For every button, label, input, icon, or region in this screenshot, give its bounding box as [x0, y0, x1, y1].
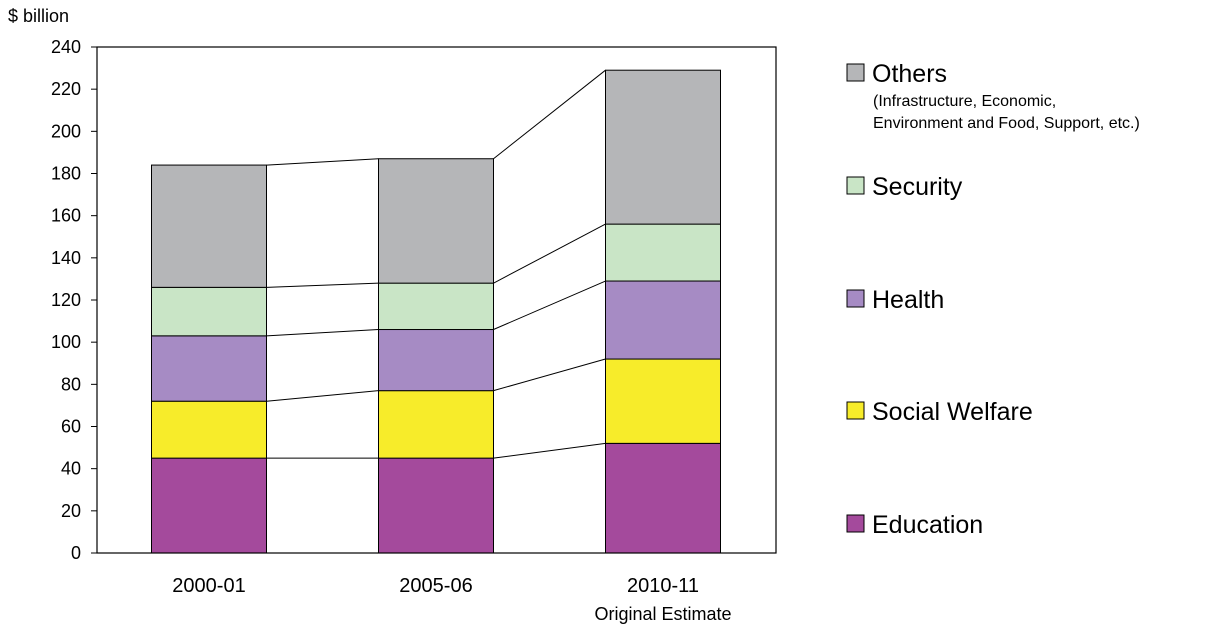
x-category-sublabel: Original Estimate: [594, 604, 731, 624]
x-category-label: 2000-01: [172, 575, 245, 597]
legend-swatch-education: [846, 514, 865, 533]
y-tick-label: 120: [51, 290, 81, 310]
y-axis-unit-label: $ billion: [8, 6, 69, 26]
x-axis: 2000-01 2005-06 2010-11 Original Estimate: [172, 575, 731, 624]
bar-segment-health: [378, 329, 494, 392]
y-tick-label: 160: [51, 206, 81, 226]
legend-label-health: Health: [872, 286, 944, 314]
y-tick-label: 180: [51, 164, 81, 184]
x-category-label: 2010-11: [627, 575, 699, 597]
bar-segment-health: [605, 280, 721, 360]
legend-swatch-security: [846, 176, 865, 195]
legend-label-others: Others: [872, 60, 947, 88]
bar-segment-social-welfare: [605, 358, 721, 444]
y-tick-label: 100: [51, 332, 81, 352]
legend: Others (Infrastructure, Economic, Environm…: [846, 60, 1140, 539]
bar-segment-security: [605, 223, 721, 282]
connector-lines: [266, 69, 606, 459]
legend-note-others: (Infrastructure, Economic,: [873, 93, 1056, 110]
y-tick-label: 20: [61, 501, 81, 521]
bar-segment-others: [151, 164, 267, 288]
connector-line: [493, 223, 606, 284]
legend-swatch-social-welfare: [846, 401, 865, 420]
bar-segment-others: [605, 69, 721, 225]
bar-segment-security: [151, 286, 267, 337]
legend-label-education: Education: [872, 511, 983, 539]
connector-line: [266, 282, 379, 288]
y-tick-label: 200: [51, 121, 81, 141]
connector-line: [266, 390, 379, 402]
connector-line: [266, 158, 379, 166]
bar-segment-social-welfare: [378, 390, 494, 459]
bars-group: [151, 69, 721, 554]
bar-segment-others: [378, 158, 494, 284]
legend-label-security: Security: [872, 173, 963, 201]
y-tick-label: 60: [61, 417, 81, 437]
x-category-label: 2005-06: [399, 575, 472, 597]
legend-swatch-health: [846, 289, 865, 308]
y-tick-label: 220: [51, 79, 81, 99]
connector-line: [493, 358, 606, 392]
y-tick-label: 240: [51, 37, 81, 57]
connector-line: [266, 329, 379, 337]
bar-segment-health: [151, 335, 267, 402]
legend-swatch-others: [846, 63, 865, 82]
bar-segment-education: [378, 457, 494, 554]
y-tick-label: 0: [71, 543, 81, 563]
bar-segment-security: [378, 282, 494, 331]
legend-note-others: Environment and Food, Support, etc.): [873, 115, 1140, 132]
y-tick-label: 140: [51, 248, 81, 268]
connector-line: [493, 442, 606, 459]
legend-label-social-welfare: Social Welfare: [872, 398, 1033, 426]
y-tick-label: 40: [61, 459, 81, 479]
y-tick-label: 80: [61, 374, 81, 394]
connector-line: [493, 280, 606, 330]
bar-segment-education: [151, 457, 267, 554]
y-axis: 0 20 40 60 80 100 120 140 160 180 200 220 240: [51, 37, 97, 563]
bar-segment-social-welfare: [151, 400, 267, 459]
connector-line: [493, 69, 606, 160]
bar-segment-education: [605, 442, 721, 554]
